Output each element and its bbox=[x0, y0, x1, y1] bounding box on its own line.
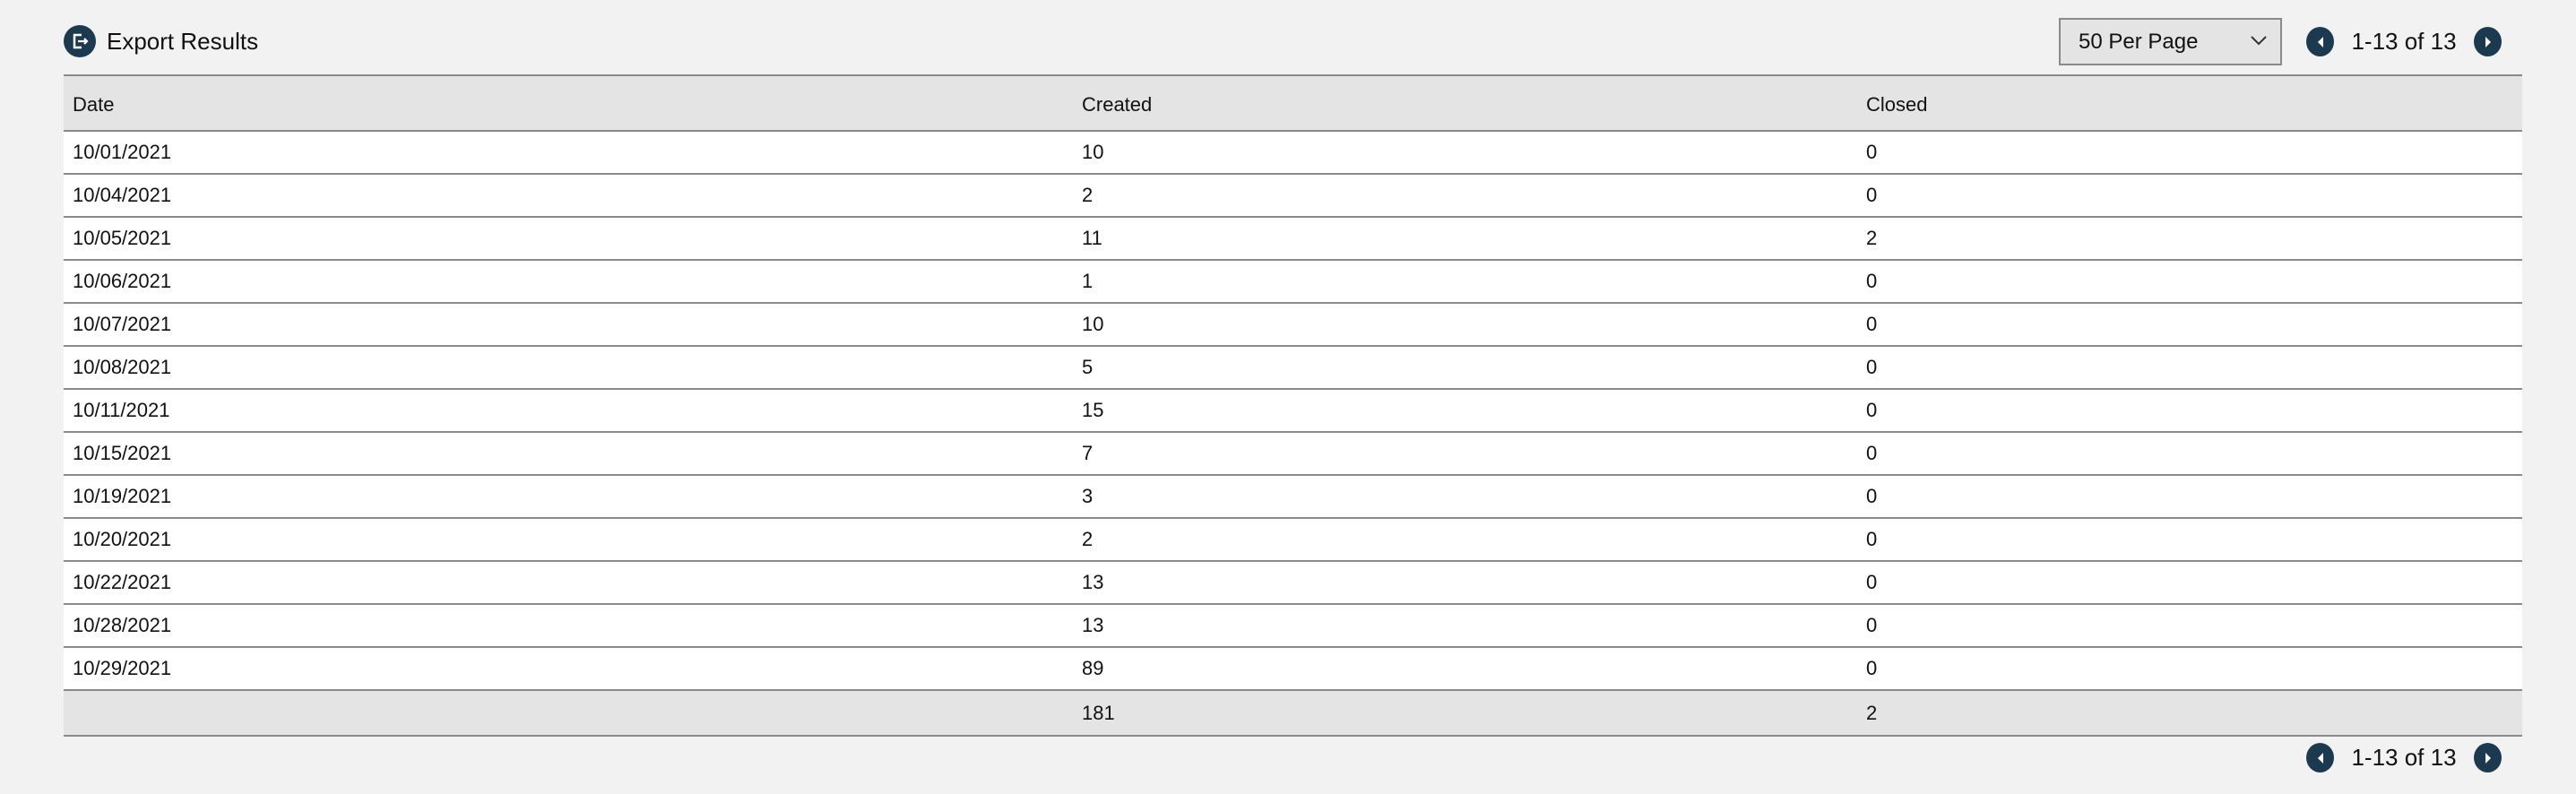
cell-date: 10/06/2021 bbox=[64, 260, 1073, 304]
cell-closed: 0 bbox=[1857, 303, 2522, 347]
cell-created: 3 bbox=[1073, 475, 1857, 519]
cell-closed: 0 bbox=[1857, 346, 2522, 390]
table-row: 10/28/2021 13 0 bbox=[64, 604, 2522, 648]
table-row: 10/08/2021 5 0 bbox=[64, 346, 2522, 390]
cell-closed: 0 bbox=[1857, 174, 2522, 218]
cell-created: 13 bbox=[1073, 604, 1857, 648]
cell-created: 2 bbox=[1073, 174, 1857, 218]
cell-closed: 0 bbox=[1857, 647, 2522, 691]
cell-date: 10/22/2021 bbox=[64, 561, 1073, 605]
table-row: 10/06/2021 1 0 bbox=[64, 260, 2522, 304]
cell-closed: 0 bbox=[1857, 518, 2522, 562]
caret-right-icon bbox=[2485, 752, 2491, 764]
cell-date: 10/08/2021 bbox=[64, 346, 1073, 390]
cell-date: 10/29/2021 bbox=[64, 647, 1073, 691]
caret-right-icon bbox=[2485, 36, 2491, 47]
cell-closed: 0 bbox=[1857, 475, 2522, 519]
pagination-text: 1-13 of 13 bbox=[2351, 744, 2457, 771]
total-date bbox=[64, 690, 1073, 737]
cell-created: 1 bbox=[1073, 260, 1857, 304]
chevron-down-icon bbox=[2251, 36, 2267, 46]
pagination-bottom: 1-13 of 13 bbox=[2306, 743, 2502, 772]
cell-closed: 0 bbox=[1857, 389, 2522, 433]
prev-page-button[interactable] bbox=[2306, 27, 2334, 56]
export-results-label: Export Results bbox=[107, 27, 259, 55]
next-page-button[interactable] bbox=[2474, 743, 2502, 772]
total-created: 181 bbox=[1073, 690, 1857, 737]
cell-date: 10/01/2021 bbox=[64, 131, 1073, 175]
cell-created: 11 bbox=[1073, 217, 1857, 261]
pagination-top: 1-13 of 13 bbox=[2306, 27, 2502, 56]
cell-closed: 0 bbox=[1857, 432, 2522, 476]
table-row: 10/05/2021 11 2 bbox=[64, 217, 2522, 261]
export-results-button[interactable]: Export Results bbox=[64, 25, 258, 57]
cell-date: 10/19/2021 bbox=[64, 475, 1073, 519]
table-row: 10/11/2021 15 0 bbox=[64, 389, 2522, 433]
column-header-closed[interactable]: Closed bbox=[1857, 74, 2522, 132]
total-closed: 2 bbox=[1857, 690, 2522, 737]
next-page-button[interactable] bbox=[2474, 27, 2502, 56]
table-row: 10/22/2021 13 0 bbox=[64, 561, 2522, 605]
cell-closed: 0 bbox=[1857, 561, 2522, 605]
table-row: 10/04/2021 2 0 bbox=[64, 174, 2522, 218]
per-page-value: 50 Per Page bbox=[2079, 29, 2199, 54]
table-row: 10/01/2021 10 0 bbox=[64, 131, 2522, 175]
table-row: 10/07/2021 10 0 bbox=[64, 303, 2522, 347]
cell-closed: 0 bbox=[1857, 131, 2522, 175]
cell-created: 7 bbox=[1073, 432, 1857, 476]
column-header-created[interactable]: Created bbox=[1073, 74, 1857, 132]
caret-left-icon bbox=[2317, 36, 2323, 47]
table-row: 10/15/2021 7 0 bbox=[64, 432, 2522, 476]
cell-created: 10 bbox=[1073, 131, 1857, 175]
cell-created: 89 bbox=[1073, 647, 1857, 691]
results-table: Date Created Closed 10/01/2021 10 0 10/04/2… bbox=[64, 74, 2522, 737]
cell-created: 13 bbox=[1073, 561, 1857, 605]
per-page-select[interactable]: 50 Per Page bbox=[2059, 18, 2282, 65]
cell-date: 10/15/2021 bbox=[64, 432, 1073, 476]
cell-date: 10/05/2021 bbox=[64, 217, 1073, 261]
export-icon bbox=[64, 25, 96, 57]
column-header-date[interactable]: Date bbox=[64, 74, 1073, 132]
totals-row: 181 2 bbox=[64, 690, 2522, 737]
cell-created: 2 bbox=[1073, 518, 1857, 562]
cell-created: 10 bbox=[1073, 303, 1857, 347]
cell-closed: 0 bbox=[1857, 604, 2522, 648]
cell-date: 10/07/2021 bbox=[64, 303, 1073, 347]
table-row: 10/29/2021 89 0 bbox=[64, 647, 2522, 691]
caret-left-icon bbox=[2317, 752, 2323, 764]
table-header-row: Date Created Closed bbox=[64, 74, 2522, 132]
cell-closed: 2 bbox=[1857, 217, 2522, 261]
cell-date: 10/11/2021 bbox=[64, 389, 1073, 433]
cell-date: 10/04/2021 bbox=[64, 174, 1073, 218]
cell-created: 5 bbox=[1073, 346, 1857, 390]
cell-closed: 0 bbox=[1857, 260, 2522, 304]
cell-date: 10/28/2021 bbox=[64, 604, 1073, 648]
cell-date: 10/20/2021 bbox=[64, 518, 1073, 562]
cell-created: 15 bbox=[1073, 389, 1857, 433]
table-row: 10/20/2021 2 0 bbox=[64, 518, 2522, 562]
table-row: 10/19/2021 3 0 bbox=[64, 475, 2522, 519]
pagination-text: 1-13 of 13 bbox=[2351, 28, 2457, 55]
prev-page-button[interactable] bbox=[2306, 743, 2334, 772]
